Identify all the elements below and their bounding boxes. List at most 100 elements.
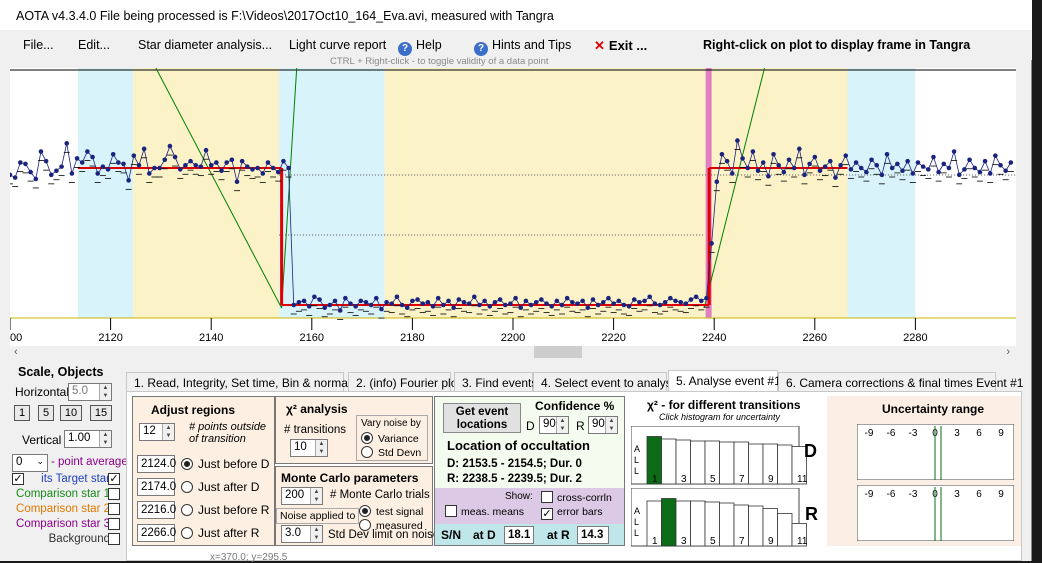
get-event-locations-button[interactable]: Get event locations (443, 403, 521, 433)
light-curve-plot[interactable]: 2100 2120 2140 2160 2180 2200 2220 2240 2260 2280 (0, 67, 1016, 346)
histogram-bar (719, 502, 735, 547)
tab-find-events[interactable]: 3. Find events (454, 372, 537, 392)
tab-select-event[interactable]: 4. Select event to analyse (533, 372, 678, 392)
region-frame-input[interactable]: 2174.0 (137, 478, 176, 496)
data-point (559, 302, 565, 308)
object-checkbox[interactable] (108, 518, 120, 530)
region-option[interactable]: Just after D (181, 480, 259, 494)
data-point (270, 165, 276, 171)
data-point (373, 295, 379, 301)
light-curve-chart[interactable]: 2100 2120 2140 2160 2180 2200 2220 2240 2260 2280 (0, 67, 1016, 346)
region-option[interactable]: Just after R (181, 526, 259, 540)
data-point (616, 298, 622, 304)
std-dev-limit-input[interactable]: 3.0 ▲ ▼ (281, 525, 323, 543)
spin-arrows-icon[interactable]: ▲ ▼ (99, 384, 111, 400)
data-point (864, 169, 869, 175)
horizontal-scale-input[interactable]: 5.0 ▲ ▼ (68, 383, 112, 401)
data-point (668, 295, 673, 301)
uncertainty-tick-label: 3 (954, 489, 960, 500)
meas-means-option[interactable]: meas. means (445, 505, 524, 518)
region-option[interactable]: Just before R (181, 503, 269, 517)
tab-read-integrity[interactable]: 1. Read, Integrity, Set time, Bin & norm… (126, 372, 366, 392)
data-point (379, 306, 384, 312)
scale-button-1[interactable]: 1 (14, 405, 30, 421)
object-checkbox[interactable] (108, 503, 120, 515)
all-label: L (634, 528, 639, 538)
point-average-select[interactable]: 0 ⌄ (12, 454, 48, 472)
object-checkbox[interactable]: ✓ (108, 473, 120, 485)
scale-button-10[interactable]: 10 (60, 405, 82, 421)
menu-file[interactable]: File... (23, 38, 54, 52)
scale-button-15[interactable]: 15 (90, 405, 112, 421)
menu-light-curve[interactable]: Light curve report (289, 38, 387, 52)
spin-arrows-icon[interactable]: ▲ ▼ (162, 424, 174, 440)
scale-button-5[interactable]: 5 (38, 405, 54, 421)
spin-arrows-icon[interactable]: ▲ ▼ (310, 526, 322, 542)
data-point (64, 141, 70, 146)
adjust-regions-box: Adjust regions 12 ▲ ▼ # points outside of … (132, 396, 275, 546)
stddev-option[interactable]: Std Devn (361, 446, 421, 459)
data-point (250, 167, 255, 172)
tab-analyse-event[interactable]: 5. Analyse event #1 (668, 370, 781, 392)
menu-help[interactable]: ? Help (398, 38, 442, 56)
data-point (74, 156, 80, 161)
vertical-scale-value: 1.00 (68, 432, 91, 444)
menu-help-label: Help (416, 38, 442, 52)
measured-option[interactable]: measured (359, 519, 423, 532)
cross-corrln-option[interactable]: cross-corrln (541, 491, 612, 504)
uncertainty-tick-label: 6 (976, 489, 982, 500)
error-bars-option[interactable]: ✓ error bars (541, 506, 603, 520)
data-point (7, 172, 13, 178)
all-label: L (634, 517, 639, 527)
menu-star-diameter[interactable]: Star diameter analysis... (138, 38, 273, 52)
radio-icon (361, 446, 373, 458)
data-point (946, 165, 952, 171)
data-point (709, 241, 714, 246)
object-label: Comparison star 1 (16, 488, 110, 500)
atd-value: 18.1 (504, 526, 534, 544)
region-frame-input[interactable]: 2216.0 (137, 501, 176, 519)
transitions-value: 10 (294, 441, 307, 453)
object-checkbox[interactable] (108, 533, 120, 545)
spin-arrows-icon[interactable]: ▲ ▼ (310, 488, 322, 504)
scroll-left-icon[interactable]: ‹ (14, 346, 18, 358)
chi2-analysis-box: χ² analysis # transitions 10 ▲ ▼ Vary nois… (275, 396, 433, 464)
vary-noise-group: Vary noise by Variance Std Devn (356, 415, 428, 461)
data-point (136, 162, 142, 168)
region-frame-input[interactable]: 2124.0 (137, 455, 176, 473)
confidence-d-input[interactable]: 90 ▲ ▼ (539, 416, 569, 434)
menu-edit[interactable]: Edit... (78, 38, 110, 52)
menu-exit[interactable]: ✕ Exit ... (594, 38, 647, 54)
data-point (317, 297, 322, 302)
test-signal-option[interactable]: test signal (359, 505, 423, 518)
scroll-thumb[interactable] (534, 346, 582, 358)
spin-arrows-icon[interactable]: ▲ ▼ (556, 417, 568, 433)
data-point (905, 158, 910, 164)
variance-option[interactable]: Variance (361, 432, 419, 445)
uncertainty-d-plot[interactable]: -9-6-30369 (857, 424, 1014, 480)
points-outside-input[interactable]: 12 ▲ ▼ (139, 423, 175, 441)
data-point (879, 172, 885, 178)
confidence-r-input[interactable]: 90 ▲ ▼ (588, 416, 618, 434)
vertical-scale-input[interactable]: 1.00 ▲ ▼ (64, 430, 112, 448)
monte-carlo-trials-input[interactable]: 200 ▲ ▼ (281, 487, 323, 505)
data-point (193, 162, 199, 168)
menu-hints[interactable]: ? Hints and Tips (474, 38, 571, 56)
object-checkbox[interactable] (108, 488, 120, 500)
spin-arrows-icon[interactable]: ▲ ▼ (315, 440, 327, 456)
scroll-right-icon[interactable]: › (1006, 346, 1010, 358)
spin-arrows-icon[interactable]: ▲ ▼ (605, 417, 617, 433)
region-frame-input[interactable]: 2266.0 (137, 524, 176, 542)
tab-camera-corrections[interactable]: 6. Camera corrections & final times Even… (778, 372, 1023, 392)
transitions-input[interactable]: 10 ▲ ▼ (290, 439, 328, 457)
uncertainty-r-plot[interactable]: -9-6-30369 (857, 485, 1014, 541)
region-option[interactable]: Just before D (181, 457, 269, 471)
target-checkbox[interactable]: ✓ (12, 473, 24, 485)
spin-arrows-icon[interactable]: ▲ ▼ (99, 431, 111, 447)
plot-scrollbar[interactable]: ‹ › (10, 346, 1016, 360)
adjust-regions-title: Adjust regions (151, 403, 236, 417)
tab-fourier[interactable]: 2. (info) Fourier plot (348, 372, 461, 392)
radio-icon (359, 505, 371, 517)
